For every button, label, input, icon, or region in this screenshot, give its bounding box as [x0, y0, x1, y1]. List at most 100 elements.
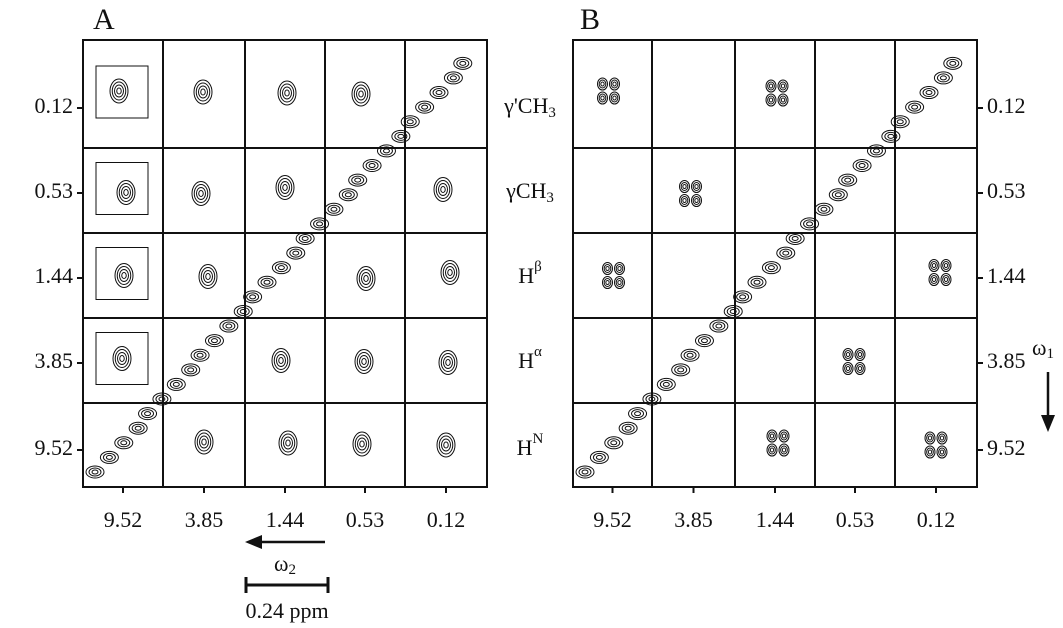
contour: [769, 447, 775, 453]
contour: [856, 364, 864, 373]
contour: [692, 196, 701, 205]
contour: [609, 91, 620, 105]
contour: [936, 73, 950, 83]
row-tick-label: 1.44: [35, 263, 74, 288]
contour: [432, 88, 446, 98]
arrow-head: [245, 535, 262, 549]
contour: [739, 294, 747, 300]
contour: [352, 431, 372, 457]
contour: [838, 173, 858, 187]
contour: [141, 409, 155, 419]
contour: [198, 85, 208, 99]
contour: [397, 133, 405, 139]
contour: [203, 270, 213, 283]
contour: [908, 102, 922, 112]
contour: [418, 102, 432, 112]
contour: [866, 144, 886, 158]
contour: [406, 119, 414, 125]
contour: [854, 362, 866, 375]
contour: [686, 352, 694, 358]
contour: [222, 321, 236, 331]
contour: [694, 334, 714, 348]
contour: [351, 175, 365, 185]
contour: [243, 290, 263, 304]
contour: [338, 188, 358, 202]
contour: [351, 81, 371, 107]
contour: [421, 104, 429, 110]
column-tick-label: 0.12: [427, 507, 466, 532]
contour: [359, 440, 365, 448]
contour: [435, 90, 443, 96]
contour: [939, 435, 945, 441]
contour: [441, 438, 451, 452]
contour: [194, 429, 214, 455]
contour: [857, 366, 863, 371]
contour: [362, 159, 382, 173]
contour: [85, 465, 105, 479]
contour: [715, 323, 723, 329]
contour: [354, 434, 370, 454]
contour: [610, 93, 619, 103]
contour: [152, 392, 172, 406]
row-label-base: γ'CH: [503, 93, 548, 118]
contour: [358, 269, 374, 288]
row-tick-label: 3.85: [35, 348, 74, 373]
contour: [747, 275, 767, 289]
contour: [780, 97, 786, 103]
row-label-sub: 3: [546, 190, 554, 206]
row-label: HN: [517, 431, 544, 460]
contour: [614, 276, 625, 289]
contour: [930, 275, 938, 284]
column-tick-label: 1.44: [756, 507, 795, 532]
contour: [803, 219, 817, 229]
contour: [440, 353, 456, 372]
contour: [280, 433, 296, 453]
contour: [753, 279, 761, 285]
contour: [869, 146, 883, 156]
contour: [777, 79, 789, 93]
contour: [767, 95, 775, 105]
contour: [313, 219, 327, 229]
contour: [893, 117, 907, 127]
contour: [949, 60, 957, 66]
contour: [456, 58, 470, 68]
contour: [348, 173, 368, 187]
contour: [617, 266, 622, 271]
contour: [246, 292, 260, 302]
contour: [683, 350, 697, 360]
column-tick-label: 0.53: [836, 507, 875, 532]
contour: [607, 438, 621, 448]
contour: [682, 198, 687, 203]
contour: [610, 79, 619, 89]
contour: [924, 445, 936, 459]
contour: [940, 273, 952, 286]
contour: [700, 338, 708, 344]
contour: [589, 450, 609, 464]
contour: [112, 346, 132, 371]
contour: [598, 93, 607, 103]
contour: [187, 367, 195, 373]
contour: [379, 146, 393, 156]
contour: [376, 144, 396, 158]
contour: [766, 429, 778, 443]
contour: [844, 364, 852, 373]
grids: [77, 39, 983, 493]
contour: [936, 431, 948, 445]
box-outline: [95, 247, 149, 300]
contour: [138, 407, 158, 421]
contour: [602, 262, 613, 275]
contour: [111, 81, 127, 101]
contour: [446, 73, 460, 83]
contour: [927, 435, 933, 441]
contour: [631, 409, 645, 419]
contour: [656, 377, 676, 391]
contour: [289, 248, 303, 258]
contour: [239, 308, 247, 314]
contour: [852, 159, 872, 173]
contour: [603, 278, 612, 287]
contour: [354, 349, 374, 374]
row-label-base: H: [518, 348, 534, 373]
contour: [677, 367, 685, 373]
contour: [890, 115, 910, 129]
contour: [263, 279, 271, 285]
